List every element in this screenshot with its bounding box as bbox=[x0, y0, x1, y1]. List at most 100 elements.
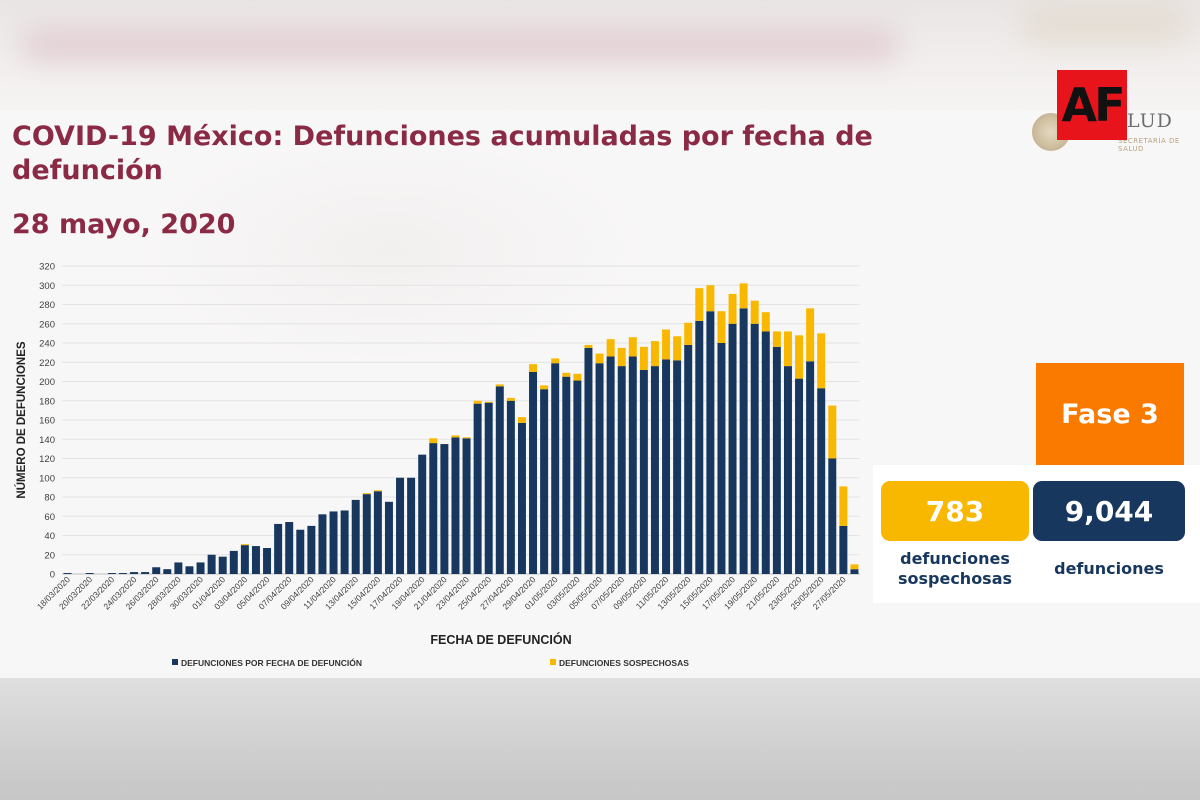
total-deaths-label: defunciones bbox=[1054, 559, 1164, 578]
bar-suspected bbox=[772, 331, 781, 347]
bar-confirmed bbox=[772, 346, 781, 574]
bar-suspected bbox=[717, 311, 726, 343]
bar-confirmed bbox=[307, 525, 316, 574]
bar-suspected bbox=[750, 300, 759, 324]
bar-suspected bbox=[495, 384, 504, 387]
legend-swatch-suspected bbox=[550, 659, 556, 665]
bar-confirmed bbox=[673, 360, 682, 574]
bar-suspected bbox=[639, 346, 648, 370]
bar-suspected bbox=[795, 335, 804, 379]
bar-confirmed bbox=[396, 477, 405, 574]
bar-confirmed bbox=[828, 458, 837, 574]
y-tick-label: 40 bbox=[44, 531, 55, 542]
bar-suspected bbox=[506, 397, 515, 401]
bar-confirmed bbox=[806, 361, 815, 574]
bar-confirmed bbox=[506, 400, 515, 574]
bar-confirmed bbox=[240, 545, 249, 574]
bar-suspected bbox=[695, 288, 704, 321]
bar-suspected bbox=[728, 293, 737, 324]
chart-area: 0 20 40 60 80 100 120 140 160 180 200 220 240 260 280 3… bbox=[0, 258, 880, 678]
bar-suspected bbox=[673, 336, 682, 361]
af-watermark-logo: AF bbox=[1057, 70, 1127, 140]
bar-suspected bbox=[517, 417, 526, 423]
y-tick-label: 200 bbox=[39, 377, 55, 388]
suspected-deaths-value: 783 bbox=[881, 481, 1029, 541]
bar-confirmed bbox=[163, 569, 172, 574]
bar-confirmed bbox=[185, 566, 194, 574]
bar-confirmed bbox=[263, 548, 272, 574]
bar-confirmed bbox=[285, 522, 294, 574]
y-tick-label: 160 bbox=[39, 416, 55, 427]
bar-confirmed bbox=[584, 347, 593, 574]
bar-suspected bbox=[595, 353, 604, 364]
bar-confirmed bbox=[274, 523, 283, 574]
agency-logo-subtext: SECRETARÍA DE SALUD bbox=[1118, 137, 1180, 153]
bar-confirmed bbox=[152, 567, 161, 574]
bar-suspected bbox=[850, 564, 859, 570]
bar-confirmed bbox=[107, 573, 116, 574]
bar-confirmed bbox=[617, 366, 626, 574]
bar-confirmed bbox=[606, 356, 615, 574]
y-tick-label: 100 bbox=[39, 473, 55, 484]
bar-confirmed bbox=[473, 403, 482, 574]
legend-label-suspected: DEFUNCIONES SOSPECHOSAS bbox=[559, 658, 689, 668]
bar-confirmed bbox=[728, 323, 737, 574]
bar-confirmed bbox=[407, 477, 416, 574]
bar-confirmed bbox=[529, 371, 538, 574]
bar-suspected bbox=[706, 285, 715, 312]
bar-confirmed bbox=[451, 437, 460, 574]
bar-suspected bbox=[606, 339, 615, 357]
bar-confirmed bbox=[351, 499, 360, 574]
legend-label-confirmed: DEFUNCIONES POR FECHA DE DEFUNCIÓN bbox=[181, 657, 362, 668]
y-tick-label: 80 bbox=[44, 493, 55, 504]
blur-smear bbox=[20, 28, 900, 62]
y-tick-label: 280 bbox=[39, 300, 55, 311]
bar-confirmed bbox=[695, 320, 704, 574]
bar-suspected bbox=[451, 435, 460, 438]
y-tick-label: 320 bbox=[39, 262, 55, 273]
bar-suspected bbox=[783, 331, 792, 367]
y-tick-label: 20 bbox=[44, 550, 55, 561]
bar-confirmed bbox=[662, 359, 671, 574]
bar-confirmed bbox=[118, 573, 127, 574]
bar-confirmed bbox=[517, 422, 526, 574]
bar-confirmed bbox=[706, 311, 715, 574]
bar-suspected bbox=[573, 373, 582, 381]
bar-confirmed bbox=[229, 550, 238, 574]
bar-confirmed bbox=[850, 569, 859, 574]
y-tick-label: 140 bbox=[39, 435, 55, 446]
bar-confirmed bbox=[650, 366, 659, 574]
y-tick-label: 120 bbox=[39, 454, 55, 465]
bar-suspected bbox=[429, 438, 438, 444]
blur-smear bbox=[1020, 5, 1190, 45]
bar-suspected bbox=[839, 486, 848, 526]
bar-confirmed bbox=[296, 529, 305, 574]
bar-confirmed bbox=[207, 554, 216, 574]
bar-suspected bbox=[362, 493, 371, 495]
bar-confirmed bbox=[795, 378, 804, 574]
bar-confirmed bbox=[783, 366, 792, 574]
bar-confirmed bbox=[218, 556, 227, 574]
slide-title: COVID-19 México: Defunciones acumuladas … bbox=[12, 121, 873, 186]
suspected-deaths-label: defunciones sospechosas bbox=[897, 549, 1013, 588]
blurred-background-bottom bbox=[0, 678, 1200, 800]
y-tick-label: 180 bbox=[39, 396, 55, 407]
bar-confirmed bbox=[684, 344, 693, 574]
bar-confirmed bbox=[551, 363, 560, 574]
y-tick-label: 220 bbox=[39, 358, 55, 369]
y-tick-label: 240 bbox=[39, 339, 55, 350]
bar-confirmed bbox=[251, 546, 260, 574]
bar-confirmed bbox=[540, 389, 549, 574]
bar-confirmed bbox=[362, 494, 371, 574]
bar-confirmed bbox=[484, 402, 493, 574]
bar-suspected bbox=[373, 490, 382, 492]
stacked-bar-chart: 0 20 40 60 80 100 120 140 160 180 200 220 240 260 280 3… bbox=[15, 262, 860, 668]
bar-suspected bbox=[240, 544, 249, 546]
bar-confirmed bbox=[595, 363, 604, 574]
bar-suspected bbox=[650, 341, 659, 367]
agency-logo-text: LUD bbox=[1127, 110, 1173, 132]
bar-confirmed bbox=[839, 525, 848, 574]
bar-suspected bbox=[761, 312, 770, 332]
bar-suspected bbox=[817, 333, 826, 389]
bar-confirmed bbox=[639, 369, 648, 574]
